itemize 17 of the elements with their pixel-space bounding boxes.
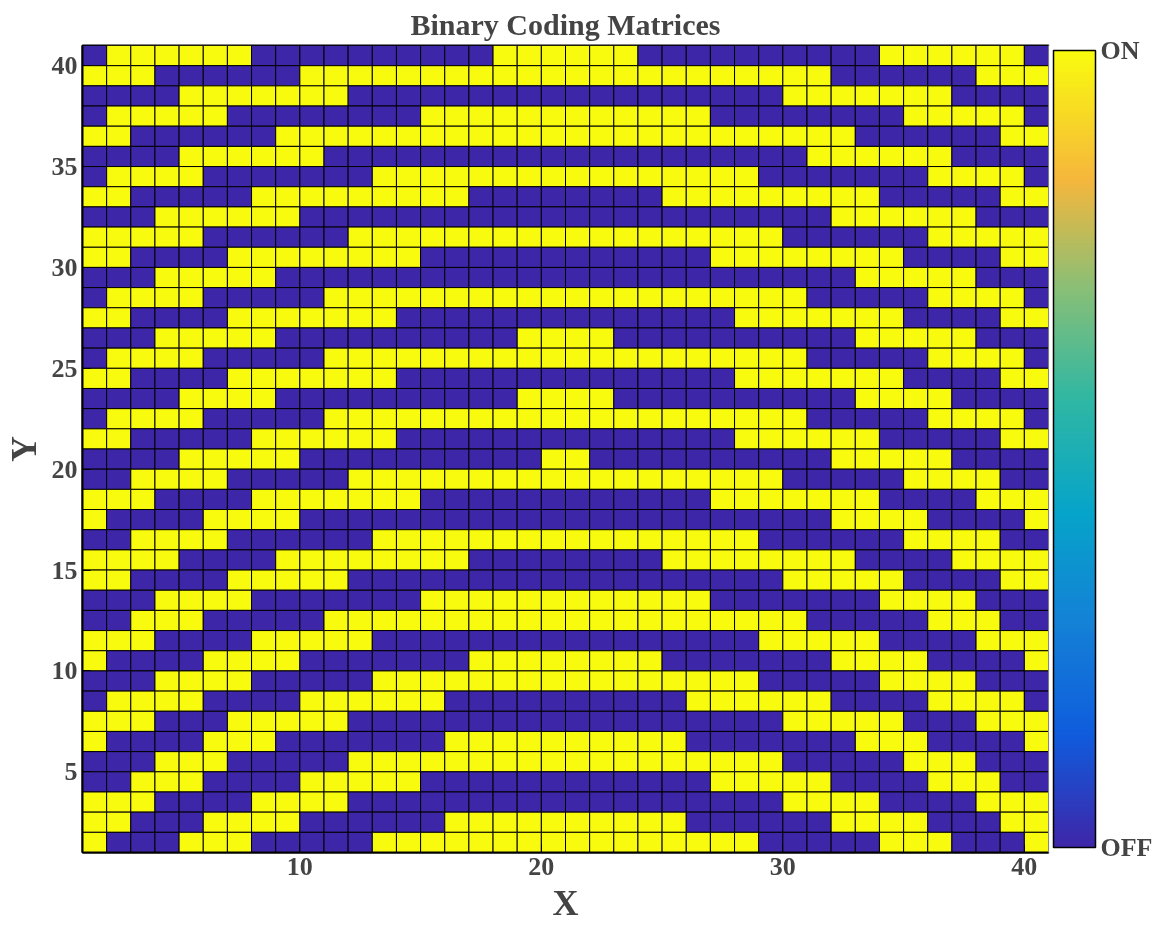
color-bar-label: OFF [1100, 833, 1153, 862]
x-tick-label: 40 [1011, 851, 1038, 881]
y-tick-label: 5 [64, 757, 78, 787]
y-tick-label: 40 [51, 51, 78, 81]
x-tick-label: 10 [286, 851, 313, 881]
y-axis-title: Y [3, 436, 44, 462]
y-tick-label: 30 [51, 252, 78, 282]
x-tick-label: 20 [528, 851, 555, 881]
x-tick-label: 30 [769, 851, 796, 881]
y-tick-label: 25 [51, 353, 78, 383]
x-axis-title: X [552, 882, 579, 923]
y-tick-label: 20 [51, 454, 78, 484]
y-tick-label: 35 [51, 152, 78, 182]
chart-title: Binary Coding Matrices [410, 7, 721, 41]
color-bar-label: ON [1100, 36, 1140, 65]
y-tick-label: 15 [51, 555, 78, 585]
y-tick-label: 10 [51, 656, 78, 686]
